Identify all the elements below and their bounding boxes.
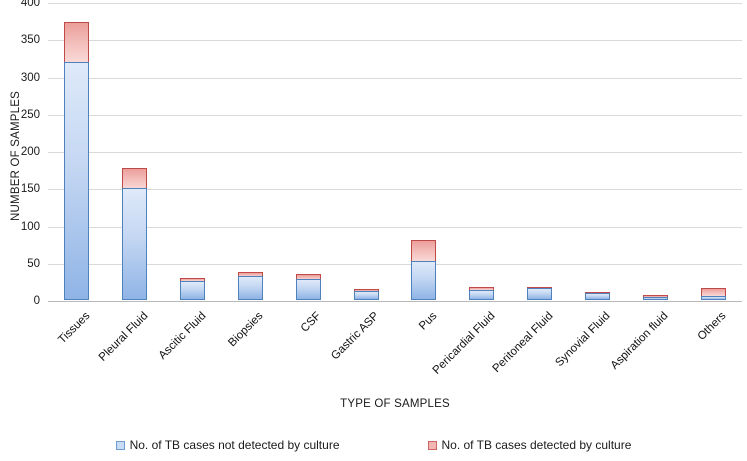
gridline-y-50 xyxy=(48,263,742,265)
bar-csf xyxy=(295,273,321,300)
y-tick-label-100: 100 xyxy=(20,220,40,233)
legend-label-not-detected: No. of TB cases not detected by culture xyxy=(129,438,340,452)
plot-area: 0 50 100 150 200 250 300 350 400 Tissues Pleural F… xyxy=(21,0,742,377)
legend-item-not-detected: No. of TB cases not detected by culture xyxy=(115,438,340,452)
gridline-y-100 xyxy=(48,226,742,228)
x-tick-label-tissues: Tissues xyxy=(56,310,93,347)
legend-label-detected: No. of TB cases detected by culture xyxy=(441,438,632,452)
segment-detected-by-culture xyxy=(64,22,90,64)
bar-peritoneal-fluid xyxy=(527,286,553,300)
gridline-y-200 xyxy=(48,152,742,153)
bar-aspiration-fluid xyxy=(642,294,668,300)
y-tick-label-150: 150 xyxy=(20,183,40,196)
y-tick-label-350: 350 xyxy=(20,34,40,47)
y-tick-label-200: 200 xyxy=(20,146,40,158)
bar-ascitic-fluid xyxy=(180,278,206,300)
legend-swatch-blue-icon xyxy=(115,440,125,450)
bar-tissues xyxy=(64,22,90,300)
segment-not-detected-by-culture xyxy=(411,260,437,300)
x-tick-label-biopsies: Biopsies xyxy=(226,310,266,350)
segment-not-detected-by-culture xyxy=(180,280,206,300)
bar-biopsies xyxy=(237,271,263,300)
gridline-y-350 xyxy=(48,40,742,42)
segment-not-detected-by-culture xyxy=(700,295,726,300)
y-tick-label-0: 0 xyxy=(33,295,40,307)
segment-not-detected-by-culture xyxy=(295,279,321,300)
x-tick-label-others: Others xyxy=(695,310,729,343)
segment-not-detected-by-culture xyxy=(527,288,553,300)
gridline-y-400 xyxy=(48,3,742,4)
gridline-y-0 xyxy=(48,301,742,302)
segment-not-detected-by-culture xyxy=(353,291,379,300)
bar-pus xyxy=(411,240,437,300)
segment-detected-by-culture xyxy=(122,168,148,190)
segment-not-detected-by-culture xyxy=(584,293,610,300)
y-tick-label-300: 300 xyxy=(20,71,40,84)
segment-not-detected-by-culture xyxy=(237,276,263,300)
gridline-y-150 xyxy=(48,189,742,191)
segment-not-detected-by-culture xyxy=(64,61,90,300)
bar-others xyxy=(700,288,726,300)
segment-not-detected-by-culture xyxy=(642,297,668,300)
y-tick-label-400: 400 xyxy=(20,0,40,9)
y-tick-label-250: 250 xyxy=(20,108,40,121)
x-tick-label-pus: Pus xyxy=(416,310,440,333)
bar-pericardial-fluid xyxy=(469,287,495,300)
bar-pleural-fluid xyxy=(122,168,148,300)
legend: No. of TB cases not detected by culture … xyxy=(0,438,747,452)
x-tick-label-csf: CSF xyxy=(298,310,324,335)
segment-not-detected-by-culture xyxy=(469,289,495,300)
legend-item-detected: No. of TB cases detected by culture xyxy=(427,438,632,452)
segment-detected-by-culture xyxy=(411,240,437,263)
x-axis-title: TYPE OF SAMPLES xyxy=(340,398,450,410)
gridline-y-300 xyxy=(48,77,742,79)
segment-not-detected-by-culture xyxy=(122,188,148,300)
bar-gastric-asp xyxy=(353,288,379,300)
bar-synovial-fluid xyxy=(584,291,610,300)
y-tick-label-50: 50 xyxy=(27,257,40,270)
legend-swatch-red-icon xyxy=(427,440,437,450)
gridline-y-250 xyxy=(48,114,742,116)
